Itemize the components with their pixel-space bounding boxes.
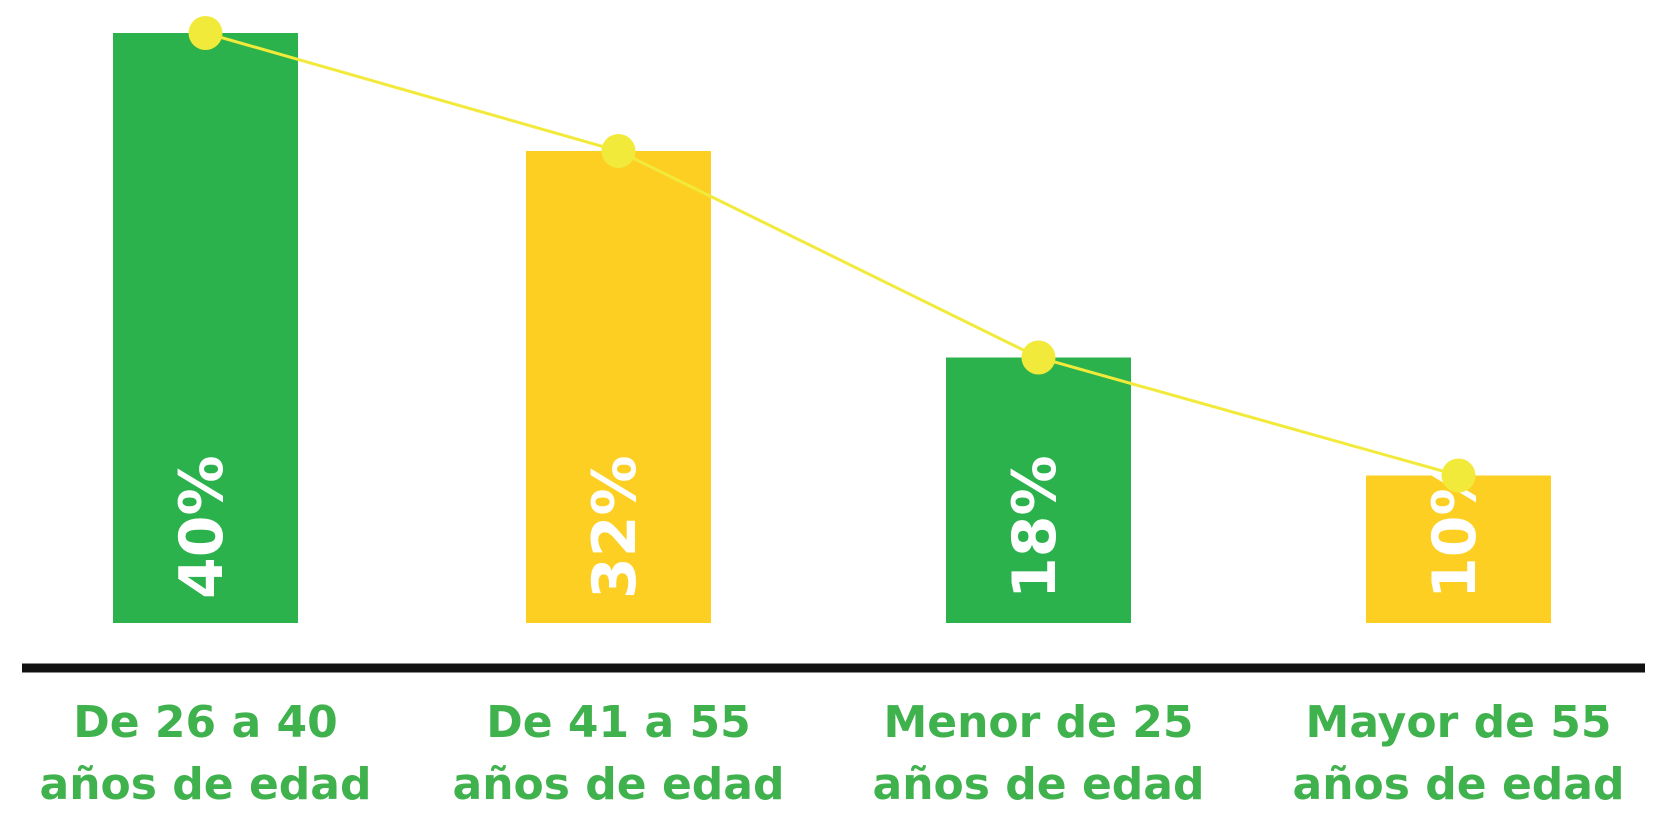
x-tick-label: años de edad [1293,759,1625,810]
value-label: 18% [1000,455,1070,599]
x-tick-label: Mayor de 55 [1306,697,1612,748]
value-label: 32% [580,455,650,599]
bar [113,33,298,623]
value-label: 40% [167,455,237,599]
bar [946,357,1131,623]
trend-line [205,31,1459,477]
x-tick-label: años de edad [453,759,785,810]
x-tick-label: De 41 a 55 [486,697,750,748]
trend-dot [1021,340,1056,375]
x-tick-label: Menor de 25 [883,697,1193,748]
x-tick-label: años de edad [873,759,1205,810]
bar [526,151,711,623]
trend-dot [188,16,223,50]
bar [1366,475,1551,623]
x-tick-label: años de edad [40,759,372,810]
x-tick-label: De 26 a 40 [73,697,337,748]
trend-dot [1441,458,1476,493]
trend-dot [601,134,636,168]
